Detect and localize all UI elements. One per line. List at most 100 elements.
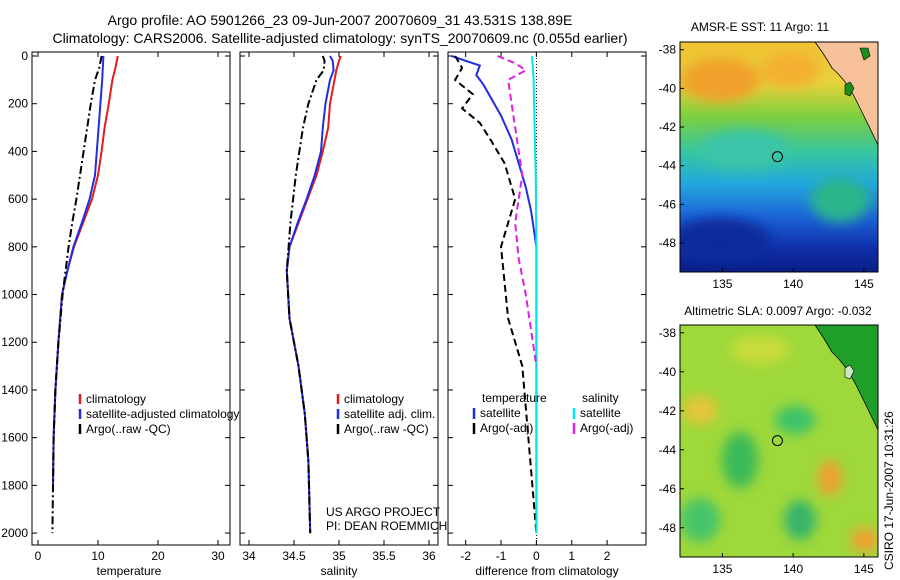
map-x-tick-label: 140 [783,562,803,576]
sla-x-ticks: 135 140 145 [712,553,874,576]
x-tick-label: -2 [460,549,471,563]
salinity-x-ticks: 34 34.5 35 35.5 36 [240,52,438,563]
sla-high-patch [818,460,842,496]
legend-label: Argo(-adj) [480,421,533,435]
sst-field [680,42,878,272]
sla-map-frame [679,324,879,558]
series-line-1 [52,55,105,486]
difference-legend: temperaturesatelliteArgo(-adj)salinitysa… [472,391,633,435]
map-y-tick-label: -42 [659,404,677,418]
title-line1: Argo profile: AO 5901266_23 09-Jun-2007 … [108,12,573,28]
sst-warm-patch [680,58,760,102]
sst-map-panel: AMSR-E SST: 11 Argo: 11 -38-40-42-44-46-… [659,20,879,291]
sst-y-ticks: -38 -40 -42 -44 -46 -48 [659,43,684,250]
y-tick-label: 1400 [1,383,28,397]
series-line-2 [531,55,538,534]
difference-panel: -2 -1 0 1 2 difference from climatology temp… [447,51,647,578]
x-tick-label: 34.5 [282,549,306,563]
x-tick-label: 35.5 [372,549,396,563]
salinity-x-label: salinity [321,564,358,578]
difference-x-ticks: -2 -1 0 1 2 [448,52,646,563]
sst-warm-patch [760,52,820,88]
sla-low-patch [722,432,758,488]
map-y-tick-label: -48 [659,521,677,535]
sla-island [844,364,855,380]
difference-series [451,55,538,534]
y-tick-label: 1000 [1,288,28,302]
legend-label: Argo(-adj) [580,421,633,435]
map-y-tick-label: -38 [659,326,677,340]
map-x-tick-label: 145 [854,562,874,576]
x-tick-label: 34 [242,549,256,563]
map-y-tick-label: -38 [659,43,677,57]
sst-island [844,81,855,97]
sla-map-panel: Altimetric SLA: 0.0097 Argo: -0.032 -38 -… [659,304,879,576]
y-tick-label: 400 [8,144,28,158]
title-line2: Climatology: CARS2006. Satellite-adjuste… [52,30,627,46]
x-tick-label: 0 [533,549,540,563]
y-tick-label: 1200 [1,335,28,349]
difference-x-label: difference from climatology [475,564,618,578]
temperature-series [51,55,119,534]
legend-label: climatology [86,392,146,406]
salinity-series [285,55,342,534]
map-y-tick-label: -40 [659,81,677,95]
sla-high-patch [682,396,718,424]
y-tick-label: 800 [8,240,28,254]
legend-label: Argo(..raw -QC) [344,422,429,436]
map-y-tick-label: -44 [659,443,677,457]
salinity-axes-box [239,51,439,546]
x-tick-label: 2 [604,549,611,563]
sst-map-title: AMSR-E SST: 11 Argo: 11 [691,20,830,34]
credit-text: CSIRO 17-Jun-2007 10:31:26 [882,411,896,570]
sla-map-title: Altimetric SLA: 0.0097 Argo: -0.032 [684,304,872,318]
pi-annotation: PI: DEAN ROEMMICH [326,519,447,533]
map-y-tick-label: -48 [659,236,677,250]
x-tick-label: 1 [568,549,575,563]
temperature-x-ticks: 0 10 20 30 [32,52,230,563]
x-tick-label: -1 [496,549,507,563]
temperature-panel: 0 200 400 600 800 1000 1200 1400 1600 1800 2000 0 1… [1,49,239,578]
series-line-1 [453,55,538,534]
y-tick-label: 1800 [1,478,28,492]
legend-label: satellite adj. clim. [344,407,435,421]
y-tick-label: 600 [8,192,28,206]
legend-label: satellite [580,406,621,420]
temperature-y-ticks: 0 200 400 600 800 1000 1200 1400 1600 1800 2000 [1,49,28,540]
map-x-tick-label: 140 [783,277,803,291]
map-y-tick-label: -42 [659,120,677,134]
sla-field [680,325,878,557]
y-tick-label: 0 [21,49,28,63]
sla-low-patch [680,498,720,542]
map-x-tick-label: 135 [712,277,732,291]
sla-high-patch [851,528,878,552]
x-tick-label: 30 [211,549,225,563]
temperature-x-label: temperature [97,564,162,578]
project-annotation: US ARGO PROJECT [326,505,441,519]
x-tick-label: 36 [422,549,436,563]
x-tick-label: 10 [91,549,105,563]
sla-float-marker [771,435,783,447]
series-line-2 [51,55,103,534]
legend-label: satellite [480,406,521,420]
map-x-tick-label: 145 [854,277,874,291]
sst-cold-patch [680,218,770,262]
map-y-tick-label: -46 [659,197,677,211]
series-line-2 [285,55,326,534]
x-tick-label: 0 [35,549,42,563]
sst-x-ticks: 135 140 145 [712,268,874,291]
legend-group-heading: salinity [582,391,619,405]
series-line-3 [497,55,538,367]
y-tick-label: 2000 [1,526,28,540]
x-tick-label: 35 [332,549,346,563]
sst-map-frame [679,41,879,273]
sla-low-patch [784,500,816,540]
legend-label: Argo(..raw -QC) [86,422,171,436]
temperature-axes-box [31,51,231,546]
legend-group-heading: temperature [482,391,547,405]
sla-high-patch [730,336,790,364]
x-tick-label: 20 [151,549,165,563]
map-y-tick-label: -40 [659,365,677,379]
